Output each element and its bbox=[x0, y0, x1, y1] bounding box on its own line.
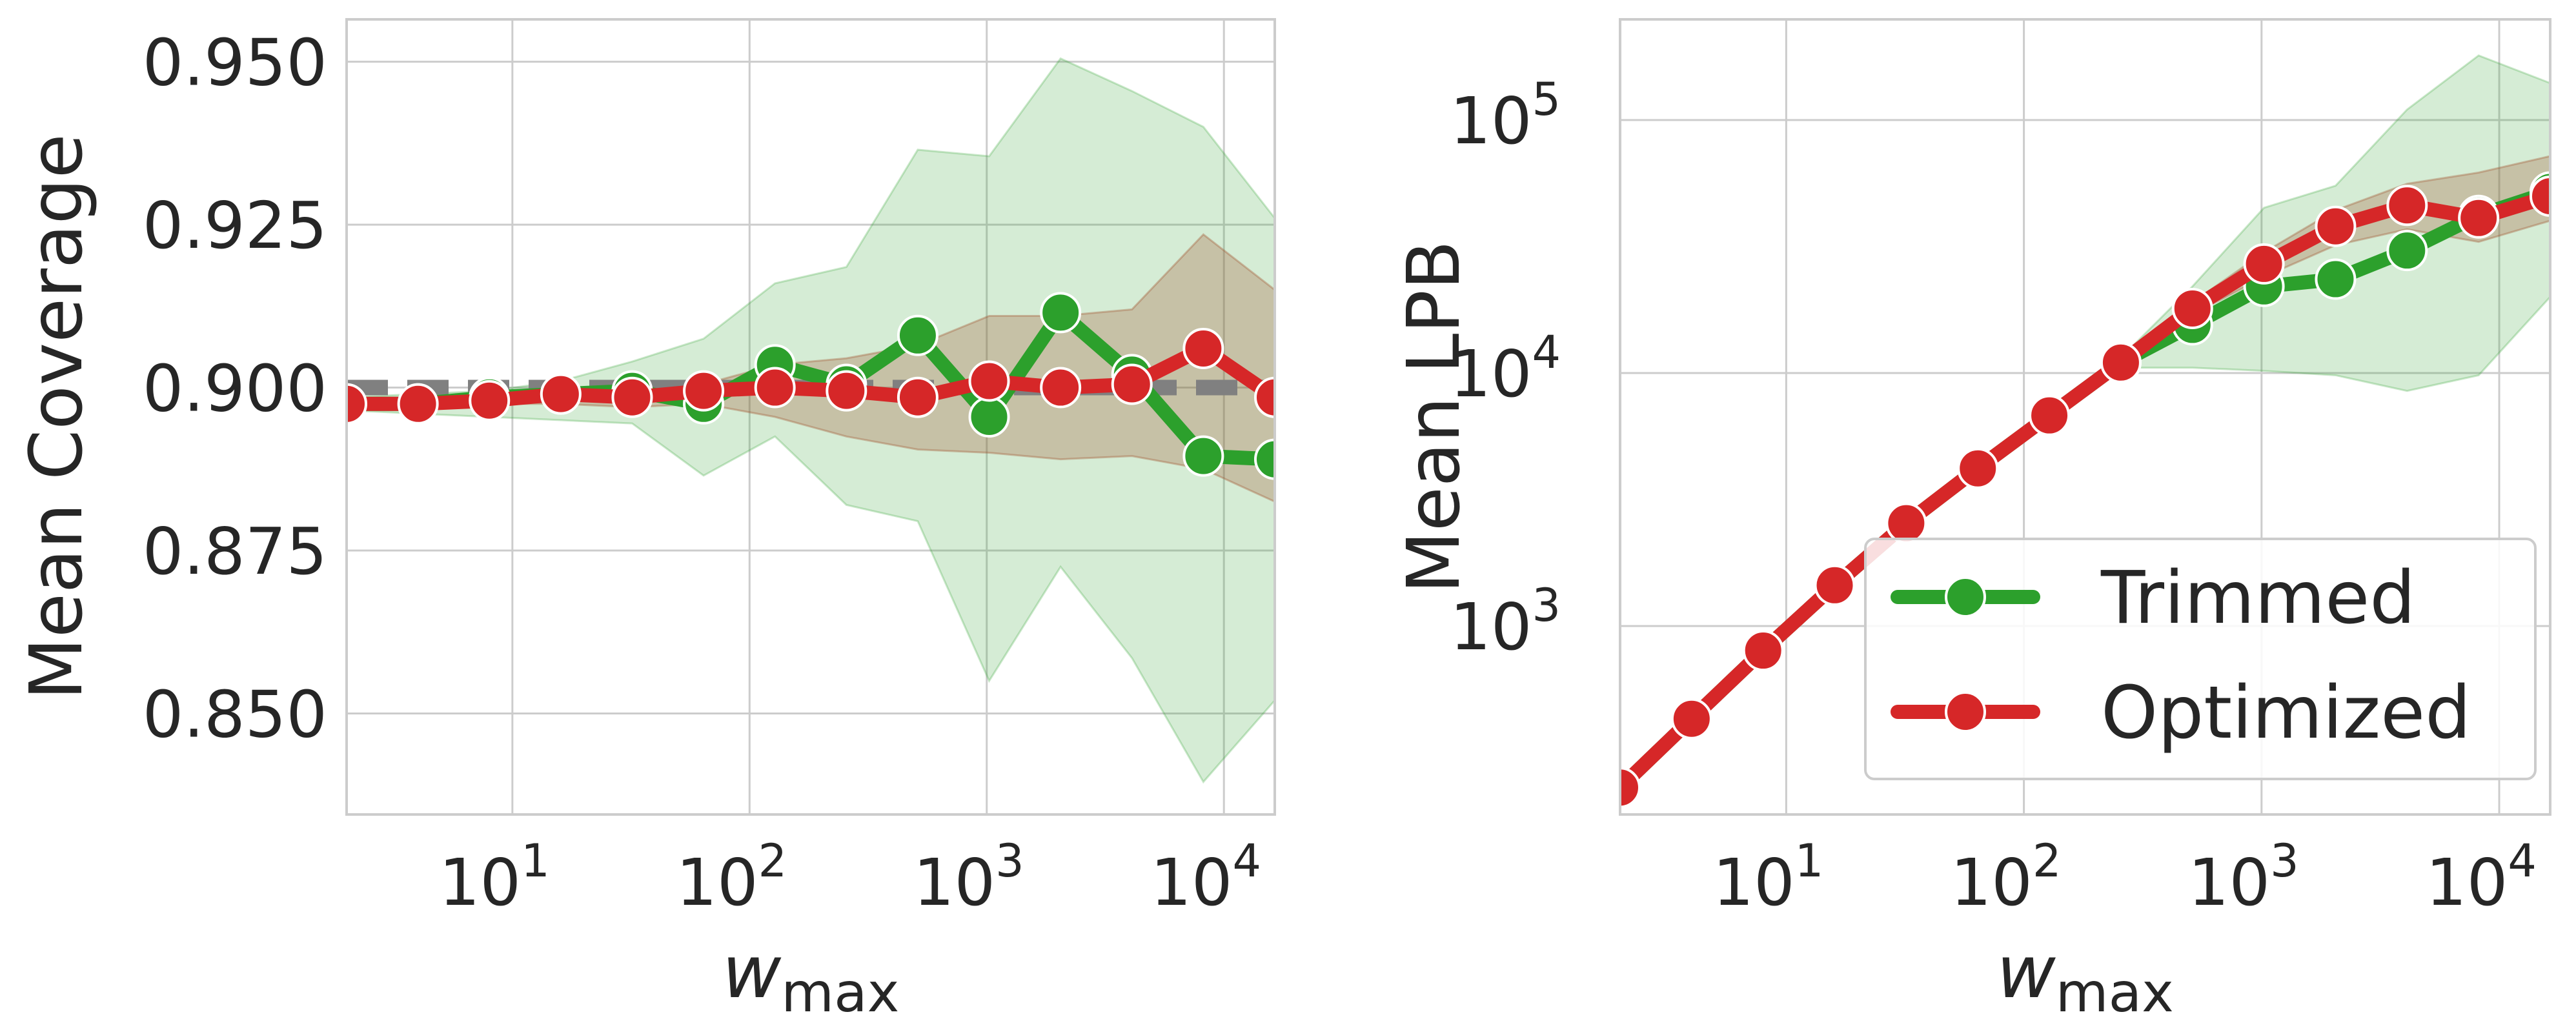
coverage-chart: 101 102 103 1040.8500.8750.9000.9250.950wma… bbox=[15, 18, 1276, 1021]
x-tick-base: 10 bbox=[913, 845, 995, 920]
x-tick-label: 101 bbox=[1712, 834, 1823, 920]
optimized-point bbox=[347, 383, 367, 425]
x-tick-base: 10 bbox=[439, 845, 521, 920]
x-tick-label: 102 bbox=[676, 834, 787, 920]
x-tick-exponent: 3 bbox=[2270, 834, 2299, 887]
axes-frame bbox=[345, 18, 1276, 816]
x-axis-label-subscript: max bbox=[2056, 961, 2174, 1021]
optimized-point bbox=[1957, 447, 1999, 489]
plot-area bbox=[347, 57, 1275, 784]
optimized-point bbox=[2100, 341, 2142, 383]
x-tick-base: 10 bbox=[1150, 845, 1232, 920]
optimized-point bbox=[540, 373, 582, 415]
trimmed-point bbox=[1254, 438, 1275, 480]
x-tick-base: 10 bbox=[2426, 845, 2508, 920]
x-tick-exponent: 2 bbox=[2033, 834, 2062, 887]
x-tick-exponent: 1 bbox=[1795, 834, 1824, 887]
optimized-point bbox=[2029, 394, 2071, 436]
x-axis-label: wmax bbox=[1996, 931, 2174, 1021]
trimmed-point bbox=[2315, 258, 2357, 300]
optimized-legend-marker bbox=[1945, 691, 1986, 733]
x-tick-label: 104 bbox=[1150, 834, 1261, 920]
optimized-point bbox=[2386, 185, 2428, 227]
trimmed-band bbox=[347, 57, 1275, 784]
legend: Trimmed Optimized bbox=[1864, 538, 2537, 780]
y-axis-label: Mean LPB bbox=[1392, 240, 1476, 594]
optimized-point bbox=[826, 370, 867, 412]
x-tick-label: 103 bbox=[2188, 834, 2299, 920]
x-tick-base: 10 bbox=[676, 845, 758, 920]
y-tick-label: 103 bbox=[1450, 579, 1561, 665]
x-tick-exponent: 2 bbox=[758, 834, 787, 887]
optimized-point bbox=[968, 360, 1010, 402]
optimized-point bbox=[1182, 327, 1224, 369]
x-tick-base: 10 bbox=[2188, 845, 2270, 920]
x-tick-exponent: 4 bbox=[2508, 834, 2537, 887]
optimized-point bbox=[2458, 197, 2500, 239]
y-tick-base: 10 bbox=[1450, 336, 1532, 412]
optimized-point bbox=[1885, 502, 1927, 544]
x-axis-label: wmax bbox=[722, 931, 900, 1021]
x-tick-label: 102 bbox=[1951, 834, 2062, 920]
x-tick-exponent: 1 bbox=[521, 834, 550, 887]
optimized-point bbox=[1814, 564, 1856, 606]
x-tick-label: 101 bbox=[439, 834, 550, 920]
optimized-point bbox=[397, 383, 439, 425]
y-tick-label: 0.950 bbox=[143, 25, 327, 101]
x-axis-label-subscript: max bbox=[781, 961, 899, 1021]
y-tick-label: 0.850 bbox=[143, 676, 327, 752]
optimized-point bbox=[897, 376, 938, 418]
trimmed-point bbox=[1182, 435, 1224, 477]
trimmed-point bbox=[2386, 230, 2428, 272]
x-tick-base: 10 bbox=[1951, 845, 2033, 920]
x-tick-exponent: 3 bbox=[995, 834, 1024, 887]
trimmed-point bbox=[1040, 292, 1082, 334]
y-tick-label: 105 bbox=[1450, 73, 1561, 159]
y-tick-base: 10 bbox=[1450, 83, 1532, 159]
y-tick-label: 0.900 bbox=[143, 351, 327, 427]
optimized-point bbox=[1742, 630, 1784, 672]
optimized-point bbox=[1040, 367, 1082, 409]
optimized-point bbox=[1620, 767, 1641, 809]
optimized-legend-label: Optimized bbox=[2101, 671, 2471, 755]
optimized-point bbox=[2243, 243, 2285, 285]
trimmed-point bbox=[968, 396, 1010, 438]
optimized-point bbox=[1254, 376, 1275, 418]
x-tick-label: 104 bbox=[2426, 834, 2537, 920]
trimmed-legend-label: Trimmed bbox=[2100, 556, 2415, 640]
optimized-point bbox=[2530, 176, 2550, 217]
optimized-point bbox=[1670, 698, 1712, 740]
x-tick-exponent: 4 bbox=[1233, 834, 1262, 887]
optimized-point bbox=[469, 379, 511, 421]
optimized-point bbox=[683, 370, 725, 412]
optimized-point bbox=[2315, 205, 2357, 247]
optimized-point bbox=[1111, 363, 1153, 405]
y-axis-label: Mean Coverage bbox=[15, 134, 99, 700]
y-tick-label: 0.875 bbox=[143, 514, 327, 589]
axes-frame bbox=[1619, 18, 2551, 816]
y-tick-label: 104 bbox=[1450, 326, 1561, 412]
y-tick-exponent: 3 bbox=[1532, 579, 1561, 632]
optimized-point bbox=[2171, 287, 2213, 329]
trimmed-legend-marker bbox=[1945, 576, 1986, 618]
trimmed-point bbox=[897, 314, 938, 356]
y-tick-base: 10 bbox=[1450, 589, 1532, 665]
x-axis-label-main: w bbox=[1996, 931, 2056, 1015]
plot-area bbox=[1620, 54, 2550, 809]
y-tick-label: 0.925 bbox=[143, 188, 327, 263]
optimized-point bbox=[754, 367, 796, 409]
y-tick-exponent: 4 bbox=[1532, 326, 1561, 379]
x-tick-label: 103 bbox=[913, 834, 1024, 920]
optimized-point bbox=[611, 376, 653, 418]
x-tick-base: 10 bbox=[1712, 845, 1794, 920]
y-tick-exponent: 5 bbox=[1532, 73, 1561, 126]
x-axis-label-main: w bbox=[722, 931, 782, 1015]
